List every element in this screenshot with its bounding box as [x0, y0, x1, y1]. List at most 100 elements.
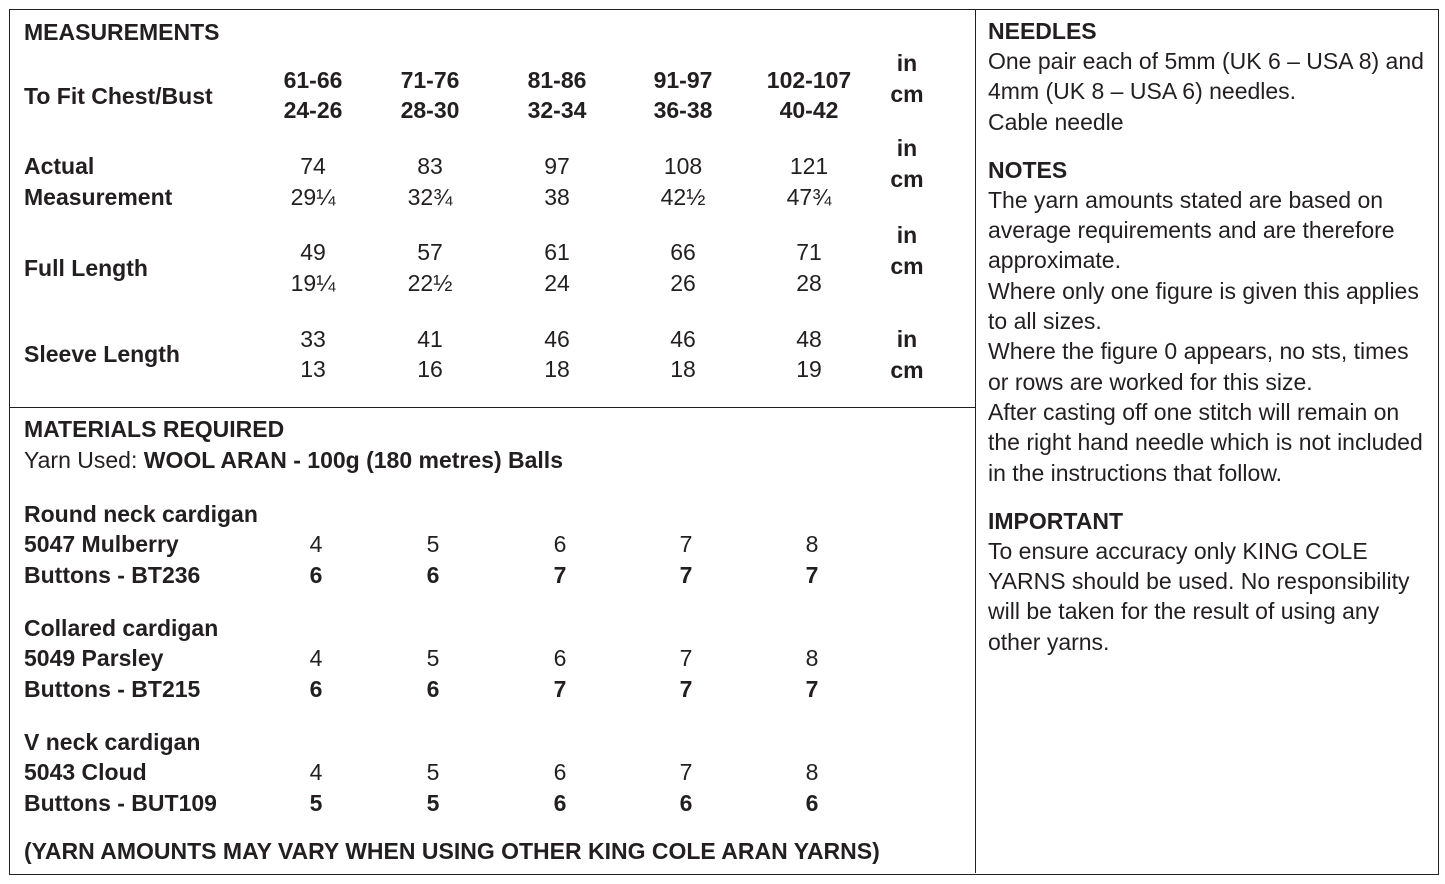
- measurement: 83: [417, 153, 443, 179]
- column-divider: [975, 9, 976, 873]
- section: IMPORTANT To ensure accuracy only KING CO…: [988, 506, 1428, 657]
- row-label: To Fit Chest/Bust: [24, 83, 213, 109]
- paragraph: After casting off one stitch will remain…: [988, 398, 1423, 486]
- unit: in: [896, 50, 918, 76]
- section-title: NOTES: [988, 156, 1068, 183]
- measurement: 26: [670, 270, 696, 296]
- size: 32-34: [527, 97, 587, 123]
- button-amount: 6: [309, 562, 323, 588]
- yarn-amount: 5: [426, 759, 440, 785]
- measurement: 28: [796, 270, 822, 296]
- yarn-amount: 8: [805, 531, 819, 557]
- button-amount: 7: [805, 676, 819, 702]
- size: 61-66: [283, 67, 343, 93]
- measurement: 24: [544, 270, 570, 296]
- size: 81-86: [527, 67, 587, 93]
- measurement: 48: [796, 326, 822, 352]
- size: 71-76: [400, 67, 460, 93]
- paragraph: Cable needle: [988, 108, 1124, 135]
- measurement: 19¼: [290, 270, 336, 296]
- unit: in: [896, 222, 918, 248]
- yarn-amount: 7: [679, 645, 693, 671]
- yarn-amount: 7: [679, 531, 693, 557]
- measurement: 22½: [407, 270, 453, 296]
- button-amount: 6: [679, 790, 693, 816]
- measurement: 97: [544, 153, 570, 179]
- size: 91-97: [653, 67, 713, 93]
- yarn-amount: 4: [309, 531, 323, 557]
- measurement: 41: [417, 326, 443, 352]
- measurement: 49: [300, 239, 326, 265]
- measurement: 16: [417, 356, 443, 382]
- size: 36-38: [653, 97, 713, 123]
- unit: cm: [890, 166, 924, 192]
- section-title: IMPORTANT: [988, 507, 1124, 534]
- size: 40-42: [779, 97, 839, 123]
- garment-name: Round neck cardigan: [24, 501, 258, 527]
- yarn-amount: 6: [553, 531, 567, 557]
- row-label: Measurement: [24, 184, 173, 210]
- buttons: Buttons - BUT109: [24, 790, 217, 816]
- yarn-line: Yarn Used: WOOL ARAN - 100g (180 metres)…: [24, 445, 563, 475]
- yarn-label: Yarn Used:: [24, 447, 138, 473]
- section: NEEDLES One pair each of 5mm (UK 6 – USA …: [988, 16, 1428, 137]
- row-label: Full Length: [24, 254, 148, 281]
- button-amount: 7: [805, 562, 819, 588]
- yarn-shade: 5043 Cloud: [24, 759, 147, 785]
- measurement: 66: [670, 239, 696, 265]
- button-amount: 5: [426, 790, 440, 816]
- button-amount: 7: [553, 676, 567, 702]
- yarn-shade: 5049 Parsley: [24, 645, 164, 671]
- buttons: Buttons - BT236: [24, 562, 201, 588]
- paragraph: Where the figure 0 appears, no sts, time…: [988, 338, 1409, 395]
- yarn-amount: 5: [426, 531, 440, 557]
- unit: cm: [890, 253, 924, 279]
- yarn-amount: 8: [805, 645, 819, 671]
- section-title: MEASUREMENTS: [24, 19, 220, 45]
- measurement: 121: [789, 153, 829, 179]
- section-title: NEEDLES: [988, 18, 1097, 44]
- yarn-amount: 6: [553, 759, 567, 785]
- measurement: 32¾: [407, 184, 453, 210]
- measurement: 38: [544, 184, 570, 210]
- button-amount: 7: [679, 562, 693, 588]
- button-amount: 5: [309, 790, 323, 816]
- garment-name: V neck cardigan: [24, 729, 201, 755]
- row-label: Actual: [24, 153, 95, 179]
- size: 24-26: [283, 97, 343, 123]
- buttons: Buttons - BT215: [24, 676, 201, 702]
- unit: cm: [890, 357, 924, 383]
- measurement: 13: [300, 356, 326, 382]
- button-amount: 6: [426, 562, 440, 588]
- measurement: 74: [300, 153, 326, 179]
- measurement: 71: [796, 239, 822, 265]
- measurement: 42½: [660, 184, 706, 210]
- paragraph: The yarn amounts stated are based on ave…: [988, 186, 1395, 274]
- yarn-shade: 5047 Mulberry: [24, 531, 179, 557]
- row-label: Sleeve Length: [24, 341, 180, 367]
- yarn-amount: 5: [426, 645, 440, 671]
- measurement: 18: [544, 356, 570, 382]
- measurement: 47¾: [786, 184, 832, 210]
- measurement: 19: [796, 356, 822, 382]
- right-column: NEEDLES One pair each of 5mm (UK 6 – USA …: [988, 16, 1428, 675]
- garment-name: Collared cardigan: [24, 615, 219, 641]
- measurement: 46: [670, 326, 696, 352]
- paragraph: To ensure accuracy only KING COLE YARNS …: [988, 537, 1410, 655]
- yarn-amount: 4: [309, 759, 323, 785]
- measurement: 29¼: [290, 184, 336, 210]
- measurement: 33: [300, 326, 326, 352]
- note: (YARN AMOUNTS MAY VARY WHEN USING OTHER …: [24, 838, 880, 864]
- measurement: 46: [544, 326, 570, 352]
- button-amount: 7: [553, 562, 567, 588]
- paragraph: One pair each of 5mm (UK 6 – USA 8) and …: [988, 48, 1424, 105]
- section-title: MATERIALS REQUIRED: [24, 416, 285, 442]
- button-amount: 6: [426, 676, 440, 702]
- yarn-amount: 7: [679, 759, 693, 785]
- size: 102-107: [766, 67, 852, 93]
- outer-border: [9, 9, 1439, 875]
- paragraph: Where only one figure is given this appl…: [988, 277, 1419, 335]
- button-amount: 6: [805, 790, 819, 816]
- unit: in: [896, 135, 918, 161]
